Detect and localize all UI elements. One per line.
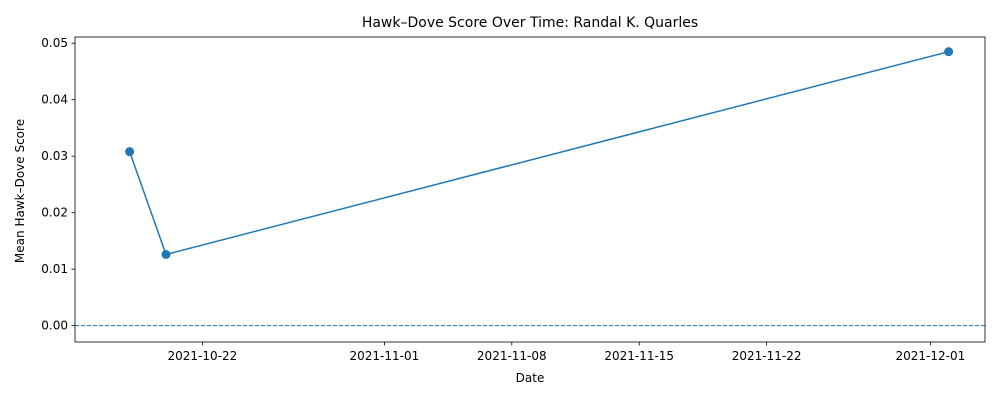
x-tick-label: 2021-11-01 xyxy=(350,349,420,363)
y-axis-title: Mean Hawk–Dove Score xyxy=(13,119,27,263)
x-tick-label: 2021-11-22 xyxy=(732,349,802,363)
y-tick-label: 0.02 xyxy=(41,206,68,220)
plot-area: 0.00 0.01 0.02 0.03 0.04 0.05 2021-10-22 2021-1… xyxy=(41,36,986,363)
data-point xyxy=(944,47,954,57)
x-tick-label: 2021-12-01 xyxy=(896,349,966,363)
y-tick-label: 0.03 xyxy=(41,149,68,163)
y-tick-label: 0.05 xyxy=(41,36,68,50)
y-tick-label: 0.01 xyxy=(41,262,68,276)
y-tick-label: 0.04 xyxy=(41,93,68,107)
x-tick-label: 2021-10-22 xyxy=(168,349,238,363)
x-tick-label: 2021-11-15 xyxy=(604,349,674,363)
data-point xyxy=(161,249,171,259)
y-tick-label: 0.00 xyxy=(41,319,68,333)
axes-frame xyxy=(74,36,986,343)
chart-title: Hawk–Dove Score Over Time: Randal K. Qua… xyxy=(362,15,698,31)
data-point xyxy=(125,147,135,157)
x-axis-title: Date xyxy=(516,371,545,385)
x-tick-label: 2021-11-08 xyxy=(477,349,547,363)
